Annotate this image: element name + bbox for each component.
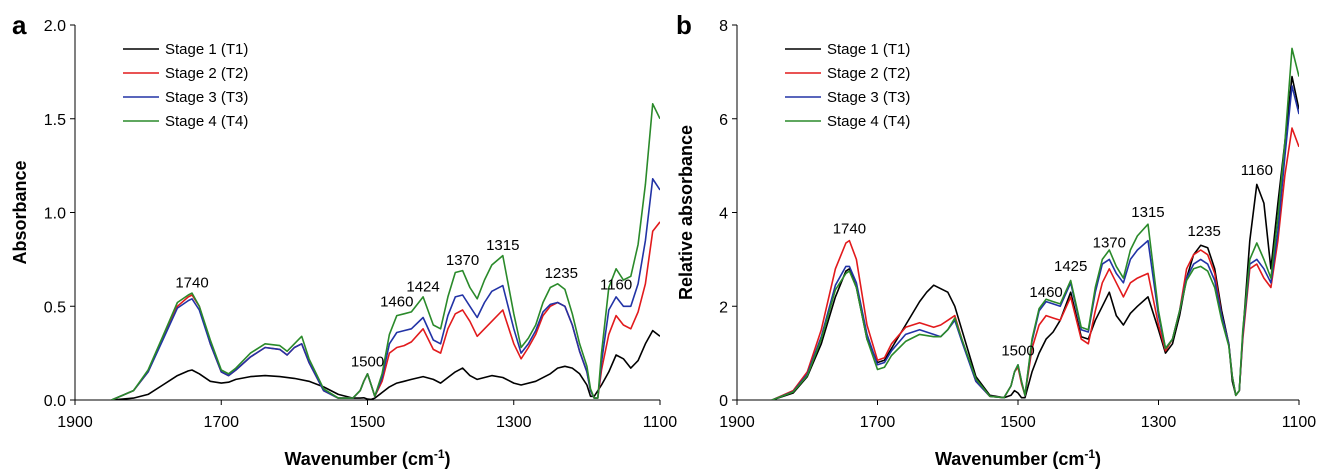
x-tick-label: 1100 [643, 414, 678, 431]
y-tick-label: 0 [719, 393, 728, 410]
y-tick-label: 6 [719, 112, 728, 129]
y-tick-label: 0.0 [44, 393, 66, 410]
peak-label: 1315 [1131, 204, 1164, 221]
plot-area [771, 47, 1299, 400]
legend-label-4: Stage 4 (T4) [827, 113, 910, 130]
series-line-1 [111, 329, 660, 400]
peak-label: 1235 [1187, 223, 1220, 240]
chart-panel-b: b 0 2 4 6 8 1900 1700 1500 1300 1100 Wavenumber (cm… [676, 10, 1316, 469]
peak-label: 1425 [1054, 258, 1087, 275]
y-tick-label: 8 [719, 18, 728, 35]
x-tick-label: 1300 [496, 414, 532, 431]
x-tick-label: 1100 [1282, 414, 1317, 431]
x-axis-title: Wavenumber (cm-1) [935, 447, 1101, 469]
legend-label-2: Stage 2 (T2) [165, 65, 248, 82]
x-axis-title: Wavenumber (cm-1) [284, 447, 450, 469]
peak-label: 1160 [600, 276, 632, 293]
peak-label: 1740 [175, 275, 208, 292]
series-line-4 [771, 47, 1299, 400]
x-tick-label: 1500 [350, 414, 386, 431]
y-tick-label: 0.5 [44, 299, 66, 316]
peak-label: 1370 [446, 252, 479, 269]
y-axis-title: Relative absorbance [676, 125, 696, 300]
y-tick-label: 2.0 [44, 18, 66, 35]
legend-label-3: Stage 3 (T3) [827, 89, 910, 106]
peak-label: 1460 [1029, 284, 1062, 301]
series-line-3 [771, 85, 1299, 400]
series-line-4 [111, 103, 660, 400]
peak-label: 1500 [1001, 342, 1034, 359]
plot-area [111, 103, 660, 400]
peak-label: 1424 [406, 278, 439, 295]
y-axis-title: Absorbance [10, 160, 30, 264]
legend-label-1: Stage 1 (T1) [827, 41, 910, 58]
x-tick-label: 1500 [1000, 414, 1036, 431]
legend-label-4: Stage 4 (T4) [165, 113, 248, 130]
peak-label: 1460 [380, 293, 413, 310]
panel-letter: a [12, 10, 27, 40]
legend-label-1: Stage 1 (T1) [165, 41, 248, 58]
peak-label: 1500 [351, 353, 384, 370]
legend-label-3: Stage 3 (T3) [165, 89, 248, 106]
x-tick-label: 1300 [1141, 414, 1177, 431]
panel-letter: b [676, 10, 692, 40]
peak-label: 1740 [833, 221, 866, 238]
y-tick-label: 2 [719, 299, 728, 316]
x-tick-label: 1700 [860, 414, 896, 431]
series-line-2 [771, 127, 1299, 400]
chart-panel-a: a 0.0 0.5 1.0 1.5 2.0 1900 1700 1500 1300 1100 Wave… [10, 10, 677, 469]
legend-label-2: Stage 2 (T2) [827, 65, 910, 82]
x-tick-label: 1900 [719, 414, 755, 431]
y-tick-label: 1.0 [44, 206, 66, 223]
y-tick-label: 4 [719, 206, 728, 223]
x-tick-label: 1900 [57, 414, 93, 431]
peak-label: 1160 [1241, 162, 1273, 179]
y-tick-label: 1.5 [44, 112, 66, 129]
peak-label: 1315 [486, 237, 519, 254]
peak-label: 1235 [545, 265, 578, 282]
peak-label: 1370 [1093, 235, 1126, 252]
x-tick-label: 1700 [203, 414, 239, 431]
